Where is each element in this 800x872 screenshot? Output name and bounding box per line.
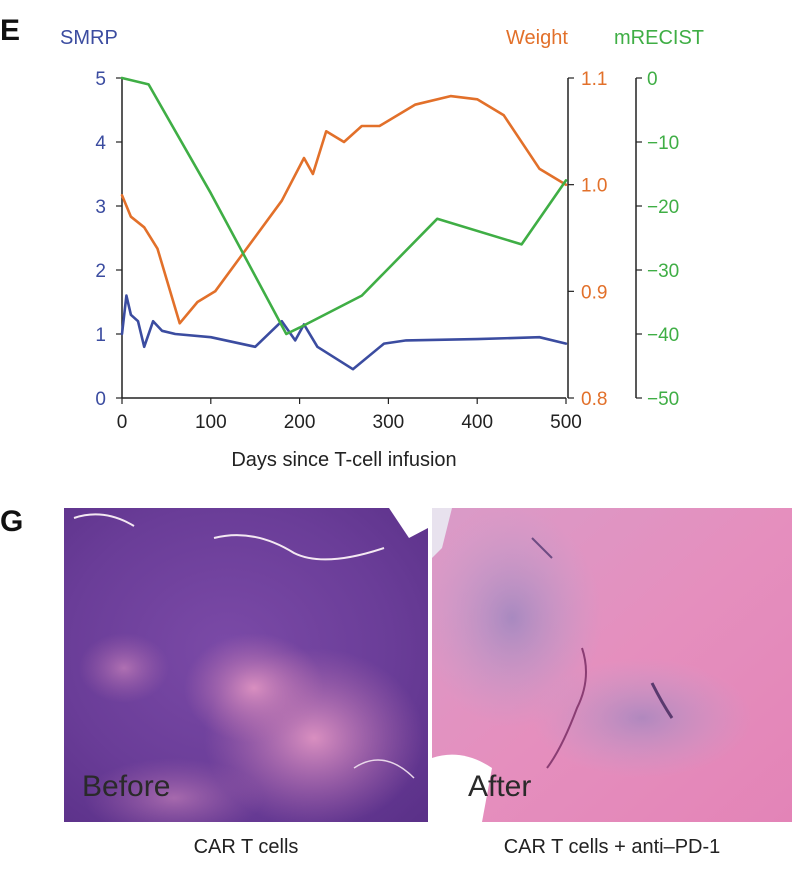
mrecist-tick-label: −50 [647, 389, 679, 410]
weight-tick-label: 1.0 [581, 176, 607, 197]
smrp-tick-label: 3 [95, 197, 106, 218]
smrp-tick-label: 4 [95, 133, 106, 154]
smrp-tick-label: 1 [95, 325, 106, 346]
weight-tick-label: 0.8 [581, 389, 607, 410]
smrp-tick-label: 0 [95, 389, 106, 410]
weight-tick-label: 1.1 [581, 69, 607, 90]
after-caption: CAR T cells + anti–PD-1 [503, 836, 721, 858]
x-tick-label: 200 [284, 412, 316, 433]
mrecist-tick-label: 0 [647, 69, 658, 90]
x-tick-label: 300 [373, 412, 405, 433]
histology-before-image: Before [64, 508, 428, 822]
mrecist-tick-label: −40 [647, 325, 679, 346]
panel-e-letter: E [0, 14, 21, 47]
mrecist-series-line [120, 76, 568, 336]
mrecist-tick-label: −30 [647, 261, 679, 282]
mrecist-tick-label: −10 [647, 133, 679, 154]
weight-series-line [120, 94, 568, 325]
smrp-axis-label: SMRP [60, 27, 118, 49]
weight-tick-label: 0.9 [581, 282, 607, 303]
smrp-tick-label: 2 [95, 261, 106, 282]
x-tick-label: 0 [117, 412, 128, 433]
mrecist-tick-label: −20 [647, 197, 679, 218]
weight-axis-label: Weight [506, 27, 568, 49]
mrecist-axis-label: mRECIST [614, 27, 704, 49]
before-tissue-drawing [64, 508, 428, 822]
x-axis-label: Days since T-cell infusion [231, 449, 456, 471]
x-tick-label: 500 [550, 412, 582, 433]
after-label: After [468, 770, 532, 803]
before-caption: CAR T cells [193, 836, 299, 858]
panel-g-letter: G [0, 505, 24, 538]
histology-after-image: After [432, 508, 792, 822]
x-tick-label: 100 [195, 412, 227, 433]
smrp-tick-label: 5 [95, 69, 106, 90]
after-tissue-drawing [432, 508, 792, 822]
smrp-series-line [120, 294, 568, 371]
before-label: Before [82, 770, 171, 803]
x-tick-label: 400 [461, 412, 493, 433]
